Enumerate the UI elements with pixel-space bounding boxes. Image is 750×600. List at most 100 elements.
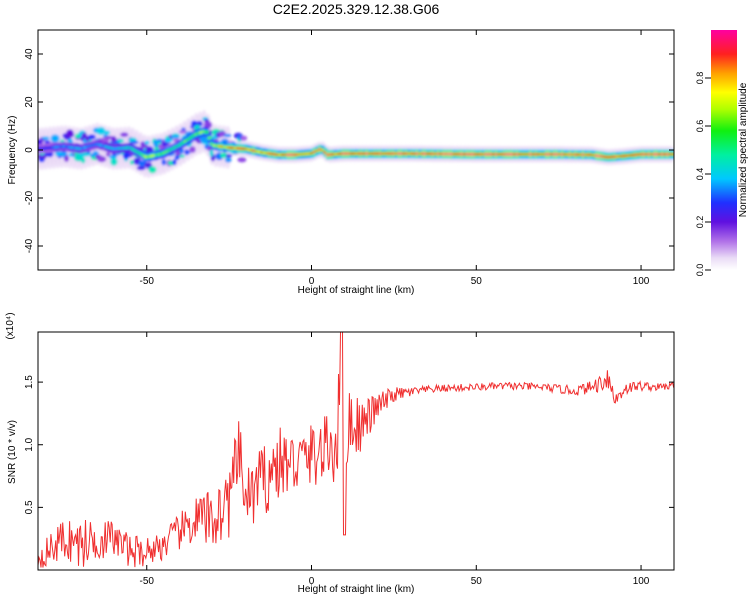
spectrogram-ridge-mark <box>605 156 610 159</box>
spectrogram-ridge-mark <box>507 153 513 156</box>
spectrogram-ridge-mark <box>497 153 502 156</box>
spectrogram-ridge-mark <box>270 152 275 155</box>
spectrogram-ridge-mark <box>405 152 410 155</box>
spectrogram-ridge-mark <box>162 151 167 154</box>
spectrogram-blob-mark <box>209 149 214 157</box>
spectrogram-ridge-mark <box>394 152 399 155</box>
spectrogram-ridge-mark <box>215 144 220 147</box>
spectrogram-ridge-mark <box>225 146 230 149</box>
spectrogram-ridge-mark <box>123 147 128 149</box>
spectrogram-ridge-mark <box>188 136 194 139</box>
spectrogram-ridge-mark <box>136 151 141 154</box>
spectrogram-ridge-mark <box>637 153 642 156</box>
spectrogram-ridge-mark <box>128 146 133 149</box>
snr-series-line <box>38 332 674 568</box>
spectrogram-y-tick-label: -40 <box>24 238 35 253</box>
spectrogram-ridge-mark <box>381 152 386 155</box>
spectrogram-ridge-mark <box>257 150 262 153</box>
figure-title: C2E2.2025.329.12.38.G06 <box>273 1 440 17</box>
spectrogram-ridge-mark <box>502 153 507 156</box>
spectrogram-ridge-mark <box>397 152 402 155</box>
spectrogram-ridge-mark <box>312 151 317 153</box>
spectrogram-ridge-mark <box>94 143 99 146</box>
spectrogram-blob-mark <box>38 157 45 163</box>
spectrogram-ridge-mark <box>281 153 286 156</box>
spectrogram-ridge-mark <box>167 149 172 152</box>
spectrogram-ridge-mark <box>80 147 85 150</box>
snr-x-ticks: -50 0 50 100 <box>140 332 650 587</box>
spectrogram-ridge-mark <box>278 153 283 156</box>
spectrogram-ridge-mark <box>228 146 233 149</box>
spectrogram-ridge-mark <box>592 154 597 157</box>
spectrogram-ridge-mark <box>526 153 531 156</box>
spectrogram-ridge-mark <box>302 153 307 156</box>
spectrogram-ridge-mark <box>173 146 178 149</box>
spectrogram-ridge-mark <box>362 152 368 155</box>
spectrogram-ridge-mark <box>500 153 505 156</box>
spectrogram-ridge-mark <box>49 146 54 149</box>
spectrogram-ridge-mark <box>463 153 468 156</box>
spectrogram-ridge-mark <box>376 152 381 155</box>
spectrogram-blob-mark <box>178 130 187 134</box>
spectrogram-ridge-mark <box>231 146 236 149</box>
spectrogram-ridge-mark <box>621 155 626 158</box>
spectrogram-ridge-mark <box>310 152 315 155</box>
snr-frame <box>37 331 675 571</box>
snr-marks <box>38 332 674 568</box>
spectrogram-blob-mark <box>96 127 106 136</box>
spectrogram-ridge-mark <box>489 153 494 156</box>
spectrogram-x-tick-label: -50 <box>140 276 155 287</box>
spectrogram-ridge-mark <box>613 155 618 158</box>
spectrogram-ridge-mark <box>273 153 278 156</box>
spectrogram-blob-mark <box>44 151 54 157</box>
spectrogram-ridge-mark <box>471 153 476 156</box>
spectrogram-ridge-mark <box>455 153 460 156</box>
spectrogram-ridge-mark <box>626 154 631 157</box>
spectrogram-blob-mark <box>136 165 146 171</box>
snr-y-axis-label: SNR (10 * v/v) <box>7 420 18 484</box>
spectrogram-ridge-mark <box>67 146 72 149</box>
spectrogram-ridge-mark <box>146 155 151 158</box>
spectrogram-ridge-mark <box>202 130 207 133</box>
spectrogram-ridge-mark <box>660 153 665 156</box>
spectrogram-blob-mark <box>129 160 134 165</box>
spectrogram-ridge-mark <box>542 153 547 156</box>
spectrogram-ridge-mark <box>568 153 573 156</box>
spectrogram-blob-mark <box>50 134 60 143</box>
spectrogram-ridge-mark <box>57 145 62 148</box>
spectrogram-blob-mark <box>105 152 111 157</box>
spectrogram-blob-mark <box>66 129 74 138</box>
spectrogram-ridge-mark <box>655 153 660 156</box>
spectrogram-ridge-mark <box>608 156 613 159</box>
spectrogram-ridge-mark <box>120 147 125 150</box>
spectrogram-ridge-mark <box>494 153 499 156</box>
spectrogram-blob-mark <box>161 158 166 166</box>
spectrogram-y-axis-label: Frequency (Hz) <box>7 116 18 185</box>
spectrogram-y-ticks: -40 -20 0 20 40 <box>24 48 674 253</box>
spectrogram-ridge-mark <box>72 146 78 149</box>
spectrogram-ridge-mark <box>652 153 658 156</box>
spectrogram-blob-mark <box>237 157 247 163</box>
spectrogram-ridge-mark <box>331 153 336 156</box>
spectrogram-ridge-mark <box>531 153 536 156</box>
spectrogram-ridge-mark <box>386 152 391 155</box>
spectrogram-blob-mark <box>174 155 180 161</box>
spectrogram-ridge-mark <box>265 152 270 155</box>
spectrogram-ridge-mark <box>610 155 615 158</box>
colorbar-tick-label: 0.4 <box>695 168 705 181</box>
spectrogram-ridge-mark <box>275 153 281 156</box>
spectrogram-ridge-mark <box>465 153 470 156</box>
spectrogram-ridge-mark <box>352 152 357 155</box>
spectrogram-ridge-mark <box>447 153 452 155</box>
spectrogram-ridge-mark <box>410 152 415 155</box>
spectrogram-ridge-mark <box>457 153 462 156</box>
spectrogram-ridge-mark <box>78 147 83 150</box>
snr-x-tick-label: 50 <box>471 576 483 587</box>
spectrogram-ridge-mark <box>86 145 91 148</box>
spectrogram-ridge-mark <box>62 145 67 148</box>
spectrogram-ridge-mark <box>384 152 389 155</box>
spectrogram-ridge-mark <box>223 146 228 148</box>
spectrogram-blob-mark <box>189 146 196 153</box>
spectrogram-ridge-mark <box>631 154 636 157</box>
spectrogram-blob-mark <box>186 150 191 155</box>
